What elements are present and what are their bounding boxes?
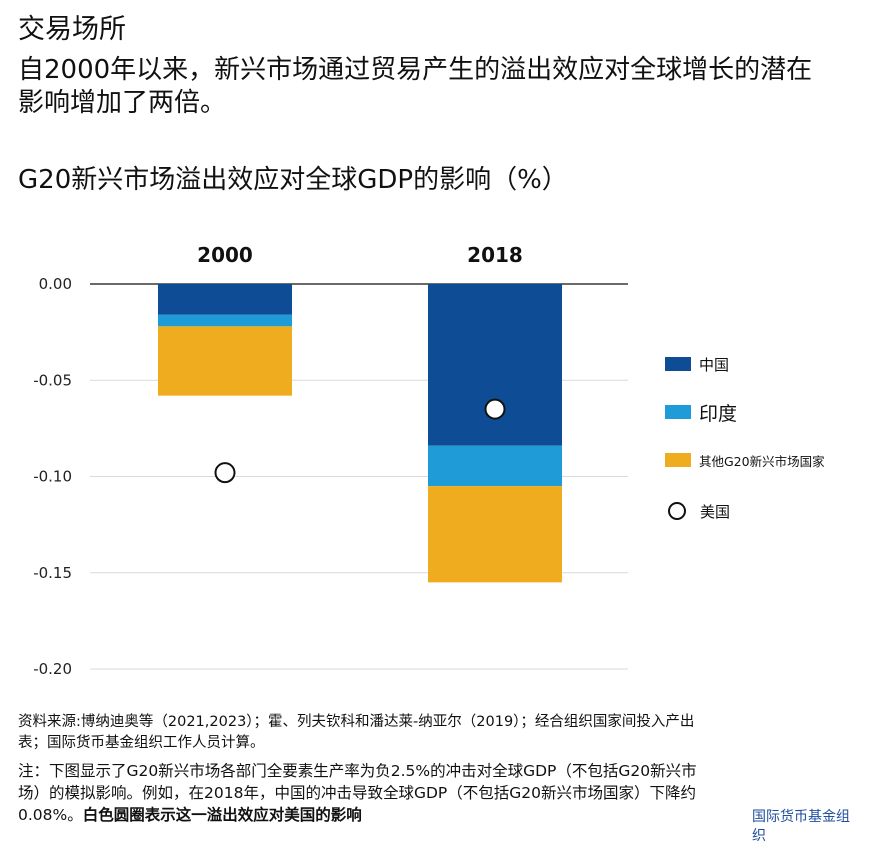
stacked-bar-chart: 0.00 -0.05 -0.10 -0.15 -0.20 2000 2018 <box>33 243 628 678</box>
bar-segment-2018-0 <box>428 284 562 446</box>
brand-label: 国际货币基金组织 <box>752 809 850 844</box>
category-label-2000: 2000 <box>197 243 253 267</box>
legend-label-other: 其他G20新兴市场国家 <box>699 453 825 469</box>
legend-swatch-other <box>665 453 691 467</box>
bar-segment-2018-1 <box>428 445 562 487</box>
legend-label-india: 印度 <box>699 402 738 425</box>
legend-label-china: 中国 <box>699 355 730 374</box>
y-tick-label: 0.00 <box>39 275 72 293</box>
legend-swatch-china <box>665 357 691 371</box>
y-tick-label: -0.10 <box>33 468 72 486</box>
note-text: 注：下图显示了G20新兴市场各部门全要素生产率为负2.5%的冲击对全球GDP（不… <box>18 760 718 826</box>
legend-item-china: 中国 <box>665 352 729 376</box>
y-tick-label: -0.05 <box>33 371 72 389</box>
category-label-2018: 2018 <box>467 243 523 267</box>
legend-item-india: 印度 <box>665 400 738 425</box>
y-tick-label: -0.15 <box>33 564 72 582</box>
chart-title: G20新兴市场溢出效应对全球GDP的影响（%） <box>18 165 568 195</box>
us-marker-2018 <box>484 398 506 420</box>
section-label: 交易场所 <box>18 14 126 45</box>
note-body: 注：下图显示了G20新兴市场各部门全要素生产率为负2.5%的冲击对全球GDP（不… <box>18 762 697 824</box>
headline: 自2000年以来，新兴市场通过贸易产生的溢出效应对全球增长的潜在影响增加了两倍。 <box>18 55 813 118</box>
bar-segment-2000-2 <box>158 326 292 396</box>
y-tick-label: -0.20 <box>33 660 72 678</box>
note-bold: 白色圆圈表示这一溢出效应对美国的影响 <box>82 806 362 824</box>
bar-segment-2018-2 <box>428 486 562 583</box>
source-text: 资料来源:博纳迪奥等（2021,2023）；霍、列夫钦科和潘达莱-纳亚尔（201… <box>18 714 695 751</box>
legend-item-us: 美国 <box>665 499 730 523</box>
legend-item-other: 其他G20新兴市场国家 <box>665 448 825 472</box>
bar-segment-2000-0 <box>158 284 292 315</box>
legend-swatch-india <box>665 405 691 419</box>
bar-segment-2000-1 <box>158 314 292 327</box>
legend-label-us: 美国 <box>700 502 731 521</box>
legend-marker-us <box>668 502 686 520</box>
us-marker-2000 <box>214 462 236 484</box>
